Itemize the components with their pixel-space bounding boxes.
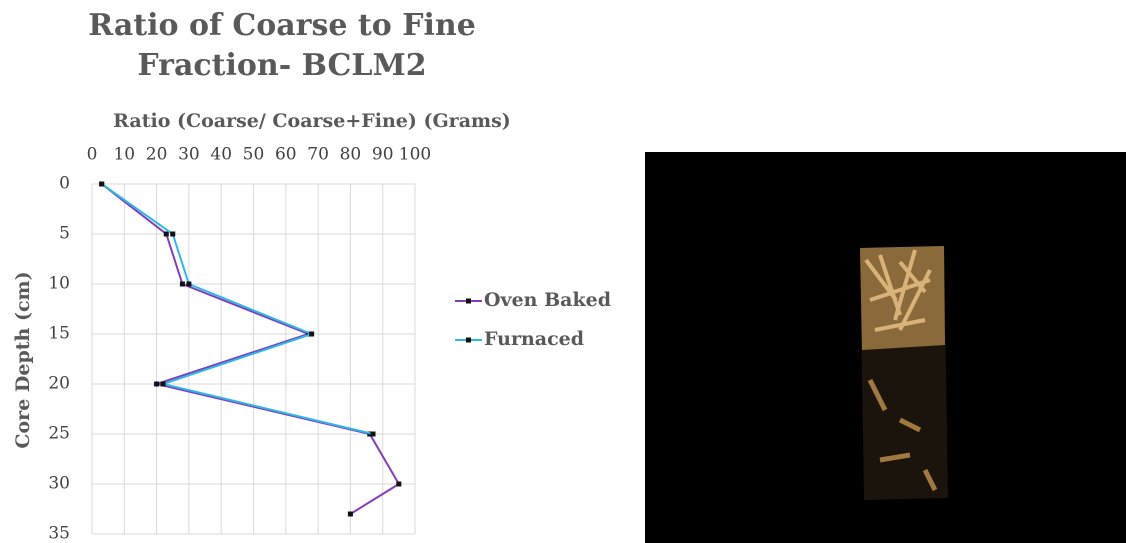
point [99,181,105,187]
y-tick-label: 20 [48,374,70,394]
point [170,231,176,237]
x-tick-label: 70 [307,145,329,165]
y-tick-label: 5 [59,224,70,244]
x-tick-label: 20 [146,145,168,165]
legend-label: Furnaced [484,328,584,350]
y-tick-label: 25 [48,424,70,444]
legend-label: Oven Baked [484,289,611,311]
y-tick-label: 35 [48,524,70,543]
x-tick-label: 100 [399,145,431,165]
series-line [101,183,374,435]
y-tick-label: 15 [48,324,70,344]
legend-marker [466,298,471,304]
point [396,481,402,487]
x-axis-label: Ratio (Coarse/ Coarse+Fine) (Grams) [113,110,511,132]
x-tick-label: 30 [178,145,200,165]
x-tick-label: 0 [87,145,98,165]
x-tick-label: 40 [210,145,232,165]
series-line [101,183,401,515]
x-tick-label: 80 [340,145,362,165]
point [160,381,166,387]
x-tick-label: 50 [243,145,265,165]
point [370,431,376,437]
x-tick-label: 60 [275,145,297,165]
point [347,511,353,517]
point [154,381,160,387]
y-axis-label: Core Depth (cm) [12,271,34,448]
point [179,281,185,287]
y-tick-label: 10 [48,274,70,294]
chart-title: Ratio of Coarse to Fine Fraction- BCLM2 [88,8,476,83]
y-tick-label: 0 [59,174,70,194]
point [305,331,311,337]
point [163,231,169,237]
legend-marker [466,337,471,343]
x-tick-label: 10 [113,145,135,165]
y-tick-label: 30 [48,474,70,494]
x-tick-label: 90 [372,145,394,165]
point [186,281,192,287]
core-photo [645,152,1126,543]
point [309,331,315,337]
